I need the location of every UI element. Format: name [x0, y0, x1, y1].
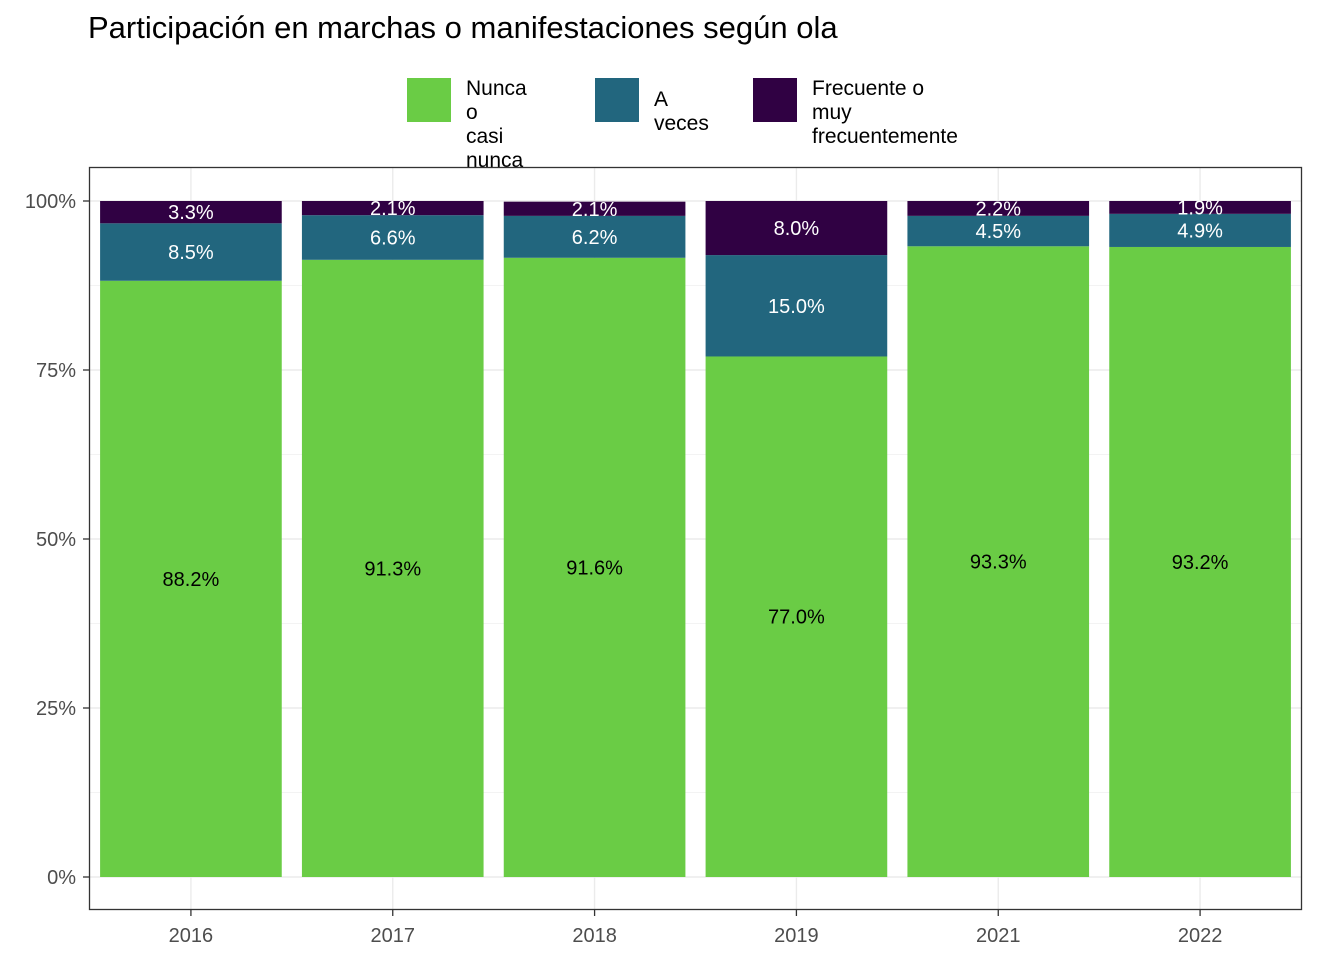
x-tick-label-2017: 2017: [371, 925, 416, 947]
legend-label-nunca: Nunca o casi nunca: [466, 77, 527, 172]
bar-segment-2021-a-veces: [907, 215, 1090, 247]
legend-key-a-veces: [595, 78, 639, 122]
bar-segment-2019-a-veces: [705, 255, 888, 357]
x-tick-label-2021: 2021: [976, 925, 1021, 947]
bar-segment-2022-frecuente: [1109, 201, 1291, 214]
data-label-2022-nunca: 93.2%: [1172, 552, 1229, 574]
bar-segment-2018-a-veces: [503, 215, 686, 258]
data-label-2021-nunca: 93.3%: [970, 552, 1027, 574]
y-tick-label: 50%: [36, 529, 76, 551]
bar-segment-2021-frecuente: [907, 201, 1090, 216]
data-label-2019-a-veces: 15.0%: [768, 296, 825, 318]
x-tick-label-2018: 2018: [572, 925, 617, 947]
bar-segment-2022-nunca: [1109, 246, 1291, 877]
data-label-2019-nunca: 77.0%: [768, 607, 825, 629]
data-label-2021-frecuente: 2.2%: [975, 198, 1021, 220]
x-tick-label-2022: 2022: [1178, 925, 1223, 947]
panel-border: [88, 166, 1303, 911]
data-label-2017-a-veces: 6.6%: [370, 228, 416, 250]
data-label-2019-frecuente: 8.0%: [774, 218, 820, 240]
data-label-2018-nunca: 91.6%: [566, 557, 623, 579]
bar-segment-2016-a-veces: [100, 223, 282, 281]
y-tick-label: 0%: [47, 867, 76, 889]
bar-segment-2016-nunca: [100, 280, 282, 877]
y-tick-label: 25%: [36, 698, 76, 720]
x-tick-label-2016: 2016: [169, 925, 214, 947]
bar-segment-2017-a-veces: [301, 215, 484, 260]
bar-segment-2017-frecuente: [301, 201, 484, 216]
legend-key-frecuente: [753, 78, 797, 122]
data-label-2018-a-veces: 6.2%: [572, 227, 618, 249]
bar-segment-2022-a-veces: [1109, 213, 1291, 247]
bar-segment-2019-nunca: [705, 356, 888, 878]
x-tick-label-2019: 2019: [774, 925, 819, 947]
y-tick-label: 75%: [36, 360, 76, 382]
y-tick-label: 100%: [25, 191, 76, 213]
bar-segment-2021-nunca: [907, 246, 1090, 878]
data-label-2016-frecuente: 3.3%: [168, 202, 214, 224]
data-label-2016-nunca: 88.2%: [163, 569, 220, 591]
data-label-2018-frecuente: 2.1%: [572, 199, 618, 221]
bar-segment-2018-nunca: [503, 257, 686, 877]
bar-segment-2016-frecuente: [100, 201, 282, 224]
chart-title: Participación en marchas o manifestacion…: [88, 10, 838, 45]
bar-segment-2018-frecuente: [503, 201, 686, 216]
bar-segment-2019-frecuente: [705, 201, 888, 256]
data-label-2017-nunca: 91.3%: [364, 558, 421, 580]
data-label-2016-a-veces: 8.5%: [168, 242, 214, 264]
data-label-2021-a-veces: 4.5%: [975, 221, 1021, 243]
legend-key-nunca: [407, 78, 451, 122]
data-label-2022-a-veces: 4.9%: [1177, 220, 1223, 242]
bar-segment-2017-nunca: [301, 259, 484, 877]
legend-label-a-veces: A veces: [654, 88, 709, 135]
data-label-2022-frecuente: 1.9%: [1177, 197, 1223, 219]
data-label-2017-frecuente: 2.1%: [370, 198, 416, 220]
legend-label-frecuente: Frecuente o muy frecuentemente: [812, 77, 958, 148]
